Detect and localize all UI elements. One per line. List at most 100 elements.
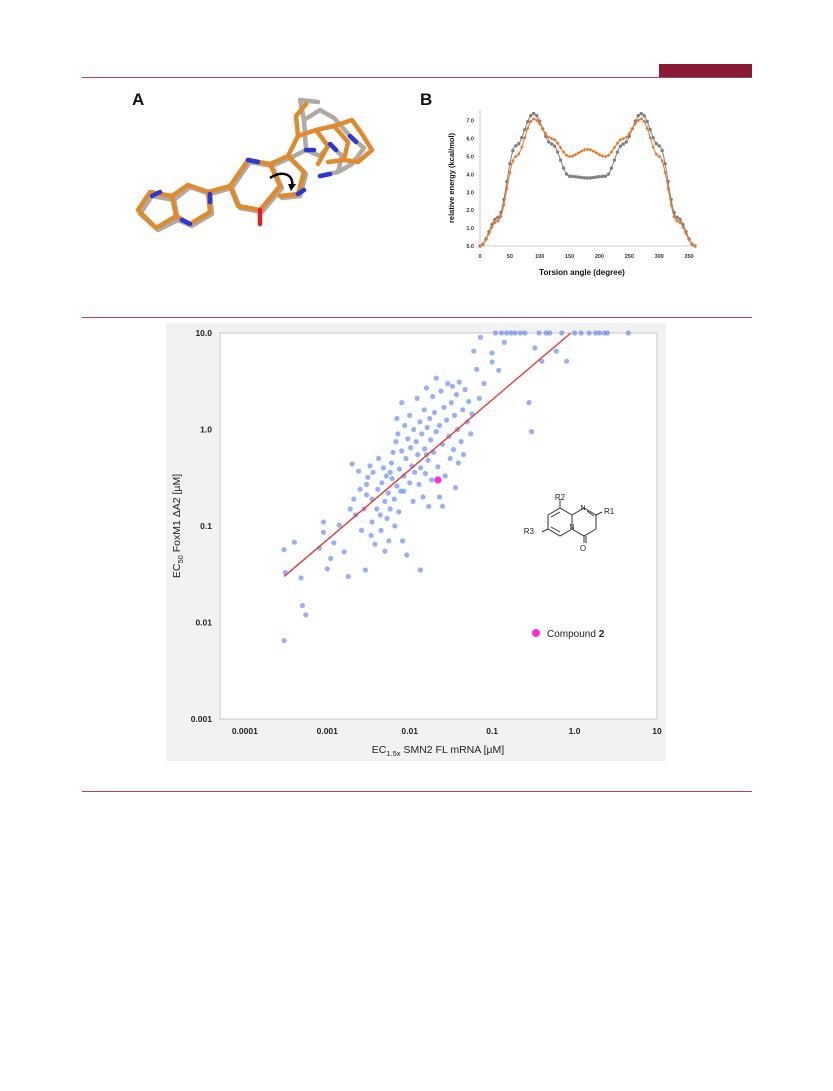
chart-b-x-tick-label: 350	[684, 254, 693, 260]
chart-b-point	[522, 135, 527, 140]
scatter-point	[358, 527, 365, 533]
chart-b-point	[511, 148, 515, 153]
chart-b-point	[621, 136, 626, 141]
chart-b-point	[570, 174, 575, 179]
chart-b-point	[561, 166, 566, 170]
scatter-point	[364, 481, 370, 487]
chart-b-point	[669, 203, 673, 207]
scatter-point	[436, 422, 443, 429]
scatter-point	[385, 490, 391, 496]
chart-b-y-tick-label: 1.0	[466, 226, 474, 232]
scatter-point	[347, 506, 353, 512]
scatter-point	[376, 455, 382, 462]
chart-b-point	[606, 153, 611, 158]
scatter-point	[441, 404, 447, 410]
chart-b-point	[651, 145, 655, 149]
scatter-point	[404, 552, 410, 558]
scatter-point	[368, 532, 374, 538]
scatter-point	[390, 449, 396, 455]
chart-b-point	[534, 118, 539, 123]
chart-b-point	[672, 214, 676, 219]
scatter-point	[433, 429, 439, 435]
chart-b-point	[645, 119, 649, 124]
scatter-point	[532, 345, 538, 351]
chart-b-point	[678, 220, 682, 225]
scatter-point	[405, 436, 411, 442]
chart-b-y-tick-label: 6.0	[466, 137, 474, 143]
scatter-point	[411, 426, 417, 433]
chart-b-point	[567, 174, 572, 178]
inset-label-n1: N	[580, 505, 585, 512]
scatter-point	[462, 386, 468, 393]
scatter-point	[449, 383, 455, 389]
scatter-point	[392, 523, 398, 529]
chart-b-point	[567, 154, 572, 159]
scatter-point	[356, 468, 362, 474]
scatter-point	[349, 461, 355, 467]
scatter-point	[451, 412, 458, 418]
x-tick-label: 10	[652, 726, 662, 736]
scatter-point	[401, 473, 407, 479]
scatter-point	[422, 470, 428, 477]
scatter-point	[460, 407, 466, 413]
inset-label-n2: N	[569, 524, 574, 531]
scatter-point	[423, 385, 430, 391]
scatter-point	[466, 398, 472, 405]
scatter-point	[476, 395, 482, 401]
chart-b-point	[540, 126, 545, 131]
scatter-point	[291, 539, 297, 545]
scatter-point	[419, 431, 425, 437]
chart-b-point	[687, 237, 691, 242]
x-tick-label: 1.0	[569, 726, 581, 736]
scatter-point	[328, 555, 334, 562]
scatter-point	[414, 395, 420, 401]
chart-b-point	[606, 172, 611, 176]
chart-b-point	[582, 176, 587, 180]
main-points	[281, 330, 631, 644]
chart-b-point	[490, 225, 494, 230]
chart-b-point	[493, 217, 497, 221]
scatter-point	[365, 474, 371, 480]
x-tick-label: 0.0001	[232, 726, 258, 736]
scatter-point	[303, 612, 309, 618]
chart-b-point	[678, 217, 682, 221]
scatter-point	[539, 358, 545, 364]
chart-b-x-tick-label: 200	[595, 254, 604, 260]
chart-b-point	[591, 149, 596, 153]
scatter-point	[492, 330, 499, 336]
scatter-point	[444, 417, 450, 423]
section-rule-bottom	[82, 791, 752, 792]
chart-b-x-axis-label: Torsion angle (degree)	[539, 268, 625, 277]
scatter-point	[547, 330, 553, 336]
panel-a-letter: A	[132, 90, 145, 109]
scatter-point	[517, 330, 523, 336]
chart-b-y-tick-label: 0.0	[466, 244, 474, 250]
scatter-point	[416, 481, 422, 487]
scatter-point	[455, 460, 461, 466]
chart-b-point	[579, 175, 584, 180]
scatter-point	[425, 457, 431, 463]
chart-b-point	[549, 136, 554, 141]
scatter-point	[372, 541, 378, 547]
scatter-point	[625, 330, 631, 336]
scatter-point	[572, 330, 578, 336]
chart-b-point	[478, 244, 482, 248]
scatter-point	[481, 380, 487, 387]
chart-b-point	[585, 147, 590, 152]
regression-line	[283, 332, 572, 577]
chart-b-point	[588, 176, 593, 180]
legend-marker	[532, 629, 540, 637]
scatter-point	[528, 429, 535, 435]
scatter-point	[504, 330, 510, 336]
chart-b-point	[693, 244, 697, 248]
scatter-point	[396, 466, 402, 472]
chart-b-point	[585, 176, 590, 180]
chart-b-point	[496, 215, 500, 220]
scatter-point	[374, 506, 380, 512]
chart-b-x-tick-label: 50	[507, 254, 513, 260]
scatter-point	[439, 503, 446, 509]
scatter-point	[298, 575, 304, 581]
scatter-point	[357, 486, 363, 492]
scatter-point	[424, 424, 430, 431]
scatter-point	[436, 494, 443, 500]
